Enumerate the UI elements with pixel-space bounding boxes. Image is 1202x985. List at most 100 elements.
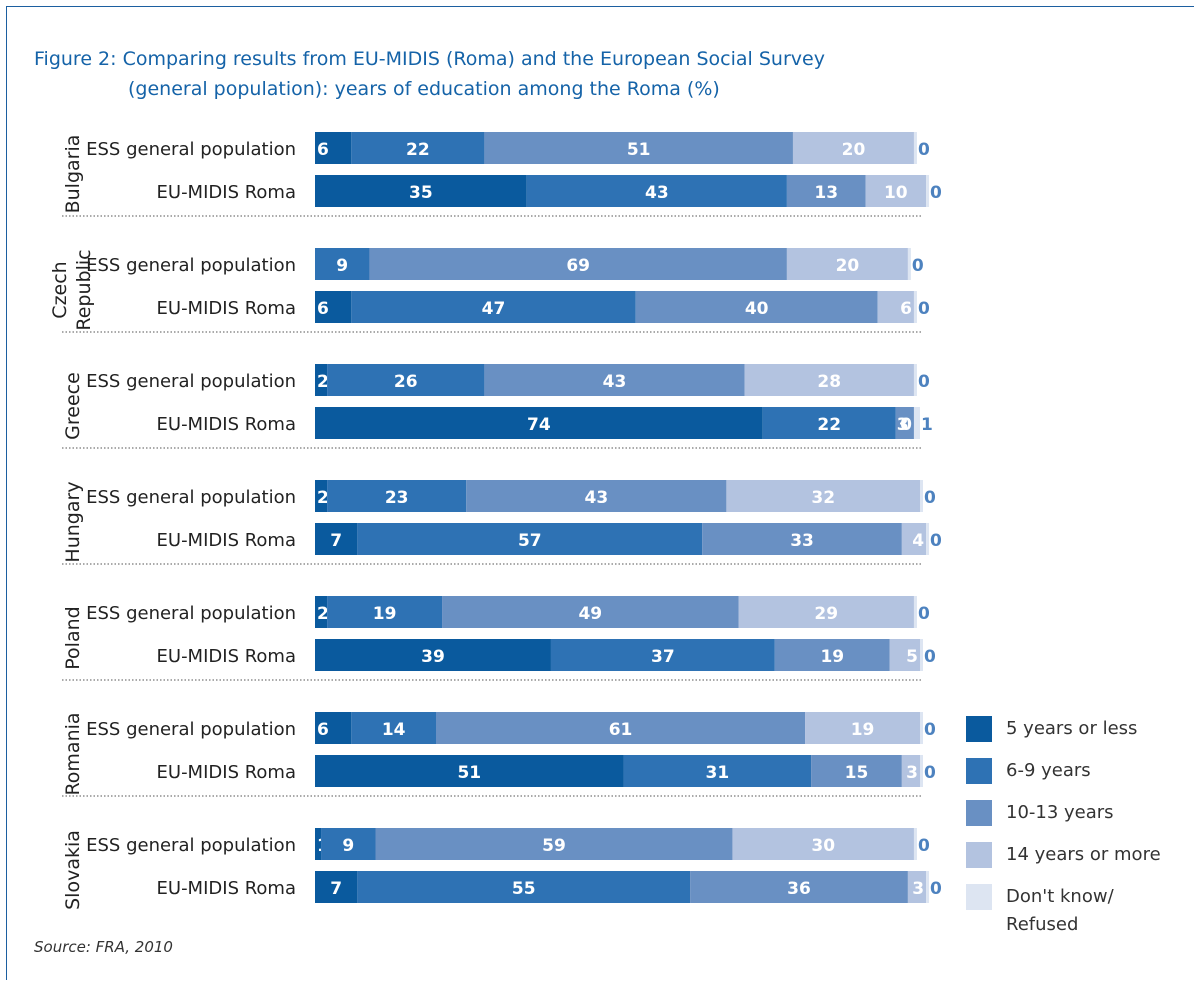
- value-label-6-9-years: 9: [336, 256, 348, 276]
- bar-segment-5-years-or-less: [315, 712, 352, 744]
- value-label-dont-know: 0: [924, 647, 936, 667]
- value-label-5-years-or-less: 35: [409, 183, 433, 203]
- chart-title-line1: Figure 2: Comparing results from EU-MIDI…: [34, 48, 825, 70]
- bar-segment-5-years-or-less: [315, 480, 328, 512]
- legend-label: 5 years or less: [1006, 718, 1138, 739]
- legend-swatch: [966, 758, 992, 784]
- value-label-6-9-years: 22: [817, 415, 841, 435]
- bar-segment-dont-know: [926, 523, 930, 555]
- bar-segment-5-years-or-less: [315, 175, 527, 207]
- value-label-10-13-years: 49: [578, 604, 602, 624]
- value-label-dont-know: 0: [924, 488, 936, 508]
- bar-segment-14-years-or-more: [792, 132, 914, 164]
- bar-segment-dont-know: [920, 712, 923, 744]
- legend-swatch: [966, 884, 992, 910]
- value-label-6-9-years: 19: [373, 604, 397, 624]
- value-label-10-13-years: 3: [897, 415, 909, 435]
- chart-legend: 5 years or less 6-9 years 10-13 years 14 ye…: [966, 716, 1198, 935]
- bar-segment-10-13-years: [690, 871, 908, 903]
- value-label-6-9-years: 55: [512, 879, 536, 899]
- legend-swatch: [966, 842, 992, 868]
- value-label-14-years-or-more: 32: [811, 488, 835, 508]
- row-label-bulgaria-eu-midis-roma: EU-MIDIS Roma: [157, 182, 296, 203]
- value-label-10-13-years: 51: [627, 140, 651, 160]
- row-label-greece-ess-general-population: ESS general population: [86, 371, 296, 392]
- value-label-5-years-or-less: 7: [330, 531, 342, 551]
- legend-label: 6-9 years: [1006, 760, 1091, 781]
- value-label-dont-know: 0: [924, 720, 936, 740]
- value-label-5-years-or-less: 6: [317, 299, 329, 319]
- row-label-slovakia-ess-general-population: ESS general population: [86, 835, 296, 856]
- bar-segment-14-years-or-more: [865, 175, 927, 207]
- bar-segment-dont-know: [913, 364, 917, 396]
- legend-item-6-9-years: 6-9 years: [966, 758, 1198, 800]
- value-label-10-13-years: 43: [603, 372, 627, 392]
- legend-label: Don't know/Refused: [1006, 886, 1114, 935]
- country-label-hungary: Hungary: [62, 481, 84, 562]
- bar-segment-10-13-years: [811, 755, 902, 787]
- value-label-dont-know: 0: [912, 256, 924, 276]
- bar-segment-10-13-years: [774, 639, 890, 671]
- value-label-10-13-years: 40: [745, 299, 769, 319]
- bar-segment-14-years-or-more: [901, 755, 920, 787]
- bar-segment-dont-know: [920, 639, 923, 671]
- bar-segment-10-13-years: [442, 596, 739, 628]
- bar-segment-14-years-or-more: [726, 480, 920, 512]
- value-label-6-9-years: 9: [342, 836, 354, 856]
- bar-segment-6-9-years: [762, 407, 896, 439]
- bar-segment-6-9-years: [357, 871, 691, 903]
- legend-item-10-13-years: 10-13 years: [966, 800, 1198, 842]
- bar-segment-dont-know: [926, 175, 930, 207]
- bar-segment-5-years-or-less: [315, 871, 358, 903]
- chart-title: Figure 2: Comparing results from EU-MIDI…: [34, 44, 934, 104]
- bar-segment-10-13-years: [786, 175, 866, 207]
- value-label-14-years-or-more: 6: [900, 299, 912, 319]
- country-label-greece: Greece: [62, 372, 84, 440]
- bar-segment-dont-know: [913, 132, 917, 164]
- value-label-6-9-years: 57: [518, 531, 542, 551]
- value-label-10-13-years: 33: [790, 531, 814, 551]
- value-label-dont-know: 0: [930, 183, 942, 203]
- bar-segment-6-9-years: [327, 364, 485, 396]
- bar-segment-14-years-or-more: [877, 291, 914, 323]
- value-label-5-years-or-less: 6: [317, 720, 329, 740]
- value-label-14-years-or-more: 3: [912, 879, 924, 899]
- value-label-14-years-or-more: 30: [811, 836, 835, 856]
- bar-segment-10-13-years: [895, 407, 914, 439]
- bar-segment-10-13-years: [436, 712, 806, 744]
- bar-segment-dont-know: [926, 871, 930, 903]
- bar-segment-6-9-years: [351, 712, 436, 744]
- value-label-6-9-years: 43: [645, 183, 669, 203]
- value-label-5-years-or-less: 2: [317, 488, 329, 508]
- value-label-dont-know: 0: [918, 140, 930, 160]
- value-label-5-years-or-less: 74: [527, 415, 551, 435]
- value-label-5-years-or-less: 6: [317, 140, 329, 160]
- value-label-6-9-years: 37: [651, 647, 675, 667]
- row-label-poland-ess-general-population: ESS general population: [86, 603, 296, 624]
- row-label-romania-eu-midis-roma: EU-MIDIS Roma: [157, 762, 296, 783]
- value-label-14-years-or-more: 19: [851, 720, 875, 740]
- row-label-poland-eu-midis-roma: EU-MIDIS Roma: [157, 646, 296, 667]
- bar-segment-5-years-or-less: [315, 132, 352, 164]
- row-label-czech-republic-ess-general-population: ESS general population: [86, 255, 296, 276]
- bar-segment-14-years-or-more: [744, 364, 914, 396]
- bar-segment-6-9-years: [357, 523, 703, 555]
- bar-segment-5-years-or-less: [315, 291, 352, 323]
- value-label-dont-know: 0: [924, 763, 936, 783]
- bar-segment-5-years-or-less: [315, 407, 763, 439]
- value-label-14-years-or-more: 10: [884, 183, 908, 203]
- value-label-dont-know: 0: [918, 836, 930, 856]
- bar-segment-10-13-years: [466, 480, 727, 512]
- bar-segment-5-years-or-less: [315, 828, 322, 860]
- bar-segment-14-years-or-more: [907, 871, 927, 903]
- legend-item-5-years-or-less: 5 years or less: [966, 716, 1198, 758]
- value-label-14-years-or-more: 20: [836, 256, 860, 276]
- value-label-14-years-or-more: 0: [900, 415, 912, 435]
- value-label-14-years-or-more: 4: [912, 531, 924, 551]
- row-label-slovakia-eu-midis-roma: EU-MIDIS Roma: [157, 878, 296, 899]
- bar-segment-dont-know: [913, 596, 917, 628]
- bar-segment-5-years-or-less: [315, 755, 624, 787]
- value-label-5-years-or-less: 39: [421, 647, 445, 667]
- chart-title-line2: (general population): years of education…: [128, 78, 720, 100]
